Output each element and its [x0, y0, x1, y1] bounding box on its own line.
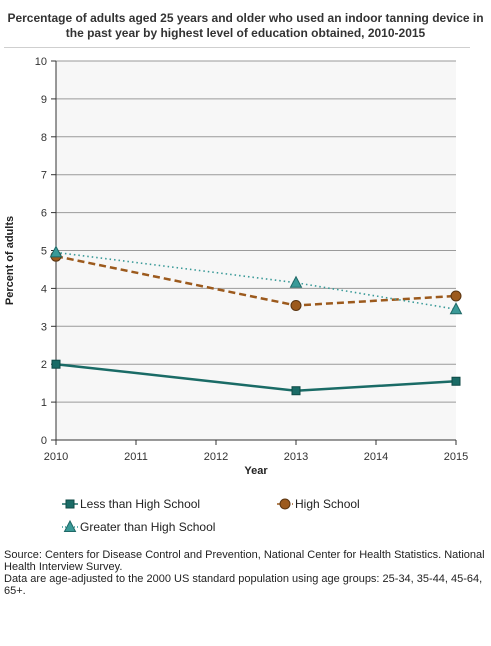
y-tick-label: 5 — [41, 246, 47, 258]
data-point — [449, 302, 463, 315]
x-axis-title: Year — [244, 465, 268, 477]
y-tick-label: 0 — [41, 435, 47, 447]
data-point — [49, 245, 63, 258]
y-tick-label: 8 — [41, 132, 47, 144]
legend-label: Less than High School — [80, 497, 200, 511]
y-tick-label: 6 — [41, 208, 47, 220]
series-2 — [49, 245, 463, 315]
legend-item-2: Greater than High School — [62, 519, 215, 534]
data-point — [450, 290, 462, 302]
line-chart: 0 1 2 3 4 5 6 7 8 9 10 2010 2011 2012 2013 2014 2015 Pe… — [4, 56, 468, 534]
data-point — [291, 386, 301, 396]
legend-marker — [279, 498, 291, 510]
x-axis-ticks: 2010 2011 2012 2013 2014 2015 — [44, 440, 468, 463]
gridlines — [56, 60, 456, 403]
y-tick-label: 10 — [35, 56, 47, 68]
y-tick-label: 4 — [41, 283, 47, 295]
data-point — [289, 275, 303, 288]
title-divider — [4, 47, 470, 48]
y-tick-label: 1 — [41, 397, 47, 409]
data-point — [451, 376, 461, 386]
y-tick-label: 2 — [41, 359, 47, 371]
series-layer — [49, 245, 463, 396]
data-point — [51, 359, 61, 369]
source-note: Source: Centers for Disease Control and … — [4, 549, 488, 573]
y-tick-label: 7 — [41, 170, 47, 182]
y-tick-label: 9 — [41, 94, 47, 106]
legend-item-1: High School — [277, 497, 360, 511]
legend-label: Greater than High School — [80, 520, 215, 534]
footer-notes: Source: Centers for Disease Control and … — [4, 549, 491, 597]
legend-label: High School — [295, 497, 360, 511]
y-axis-ticks: 0 1 2 3 4 5 6 7 8 9 10 — [35, 56, 56, 447]
chart-title: Percentage of adults aged 25 years and o… — [7, 11, 484, 40]
legend-marker — [63, 519, 77, 532]
x-tick-label: 2015 — [444, 451, 468, 463]
x-tick-label: 2011 — [124, 451, 148, 463]
data-note: Data are age-adjusted to the 2000 US sta… — [4, 573, 486, 597]
legend-marker — [65, 499, 75, 509]
data-point — [290, 299, 302, 311]
x-tick-label: 2013 — [284, 451, 308, 463]
y-axis-title: Percent of adults — [4, 216, 16, 305]
legend-item-0: Less than High School — [62, 497, 200, 511]
x-tick-label: 2014 — [364, 451, 388, 463]
series-0 — [51, 359, 461, 396]
legend: Less than High School High School Greater … — [62, 497, 360, 534]
x-tick-label: 2010 — [44, 451, 68, 463]
y-tick-label: 3 — [41, 321, 47, 333]
x-tick-label: 2012 — [204, 451, 228, 463]
